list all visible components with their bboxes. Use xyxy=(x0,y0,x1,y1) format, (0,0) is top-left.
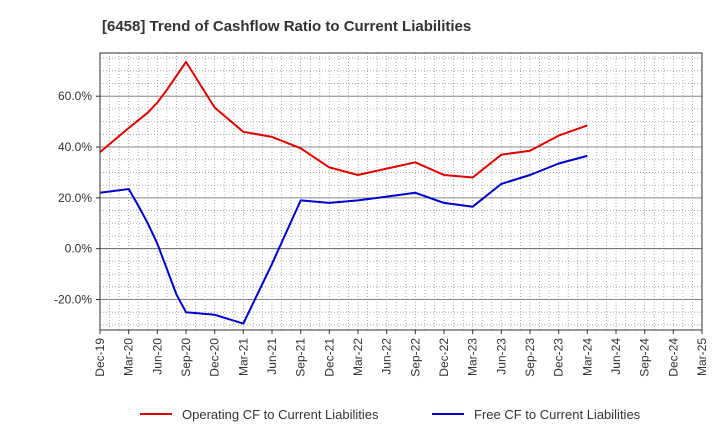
legend-label-1: Operating CF to Current Liabilities xyxy=(182,407,379,422)
y-tick-label: 0.0% xyxy=(65,242,93,256)
plot-area xyxy=(100,53,702,330)
x-tick-label: Sep-23 xyxy=(523,338,537,377)
x-tick-label: Jun-24 xyxy=(609,338,623,375)
x-tick-label: Mar-21 xyxy=(236,338,250,376)
x-tick-label: Mar-24 xyxy=(580,338,594,376)
series-line-1 xyxy=(99,60,588,179)
x-tick-label: Sep-24 xyxy=(638,338,652,377)
x-tick-label: Sep-20 xyxy=(179,338,193,377)
y-tick-label: 60.0% xyxy=(58,89,92,103)
x-tick-label: Dec-24 xyxy=(666,338,680,377)
x-tick-label: Mar-25 xyxy=(695,338,709,376)
legend: Operating CF to Current Liabilities Free … xyxy=(140,407,641,422)
x-tick-label: Dec-22 xyxy=(437,338,451,377)
x-tick-label: Jun-21 xyxy=(265,338,279,375)
chart-title: [6458] Trend of Cashflow Ratio to Curren… xyxy=(102,18,471,35)
x-tick-label: Dec-21 xyxy=(322,338,336,377)
y-tick-label: 20.0% xyxy=(58,191,92,205)
y-tick-label: -20.0% xyxy=(54,293,92,307)
y-axis: -20.0% 0.0% 20.0% 40.0% 60.0% xyxy=(54,89,100,307)
series-layer xyxy=(99,60,588,325)
y-tick-label: 40.0% xyxy=(58,140,92,154)
x-tick-label: Mar-23 xyxy=(466,338,480,376)
plot-frame xyxy=(99,52,703,331)
x-tick-label: Sep-22 xyxy=(408,338,422,377)
x-axis: Dec-19 Mar-20 Jun-20 Sep-20 Dec-20 Mar-21 Jun-… xyxy=(93,330,709,377)
x-tick-label: Dec-20 xyxy=(208,338,222,377)
x-tick-label: Dec-19 xyxy=(93,338,107,377)
x-tick-label: Mar-20 xyxy=(122,338,136,376)
x-tick-label: Jun-23 xyxy=(494,338,508,375)
x-tick-label: Jun-20 xyxy=(150,338,164,375)
x-tick-label: Dec-23 xyxy=(552,338,566,377)
series-line-2 xyxy=(99,154,588,325)
x-tick-label: Sep-21 xyxy=(294,338,308,377)
x-tick-label: Mar-22 xyxy=(351,338,365,376)
x-tick-label: Jun-22 xyxy=(380,338,394,375)
legend-label-2: Free CF to Current Liabilities xyxy=(474,407,641,422)
